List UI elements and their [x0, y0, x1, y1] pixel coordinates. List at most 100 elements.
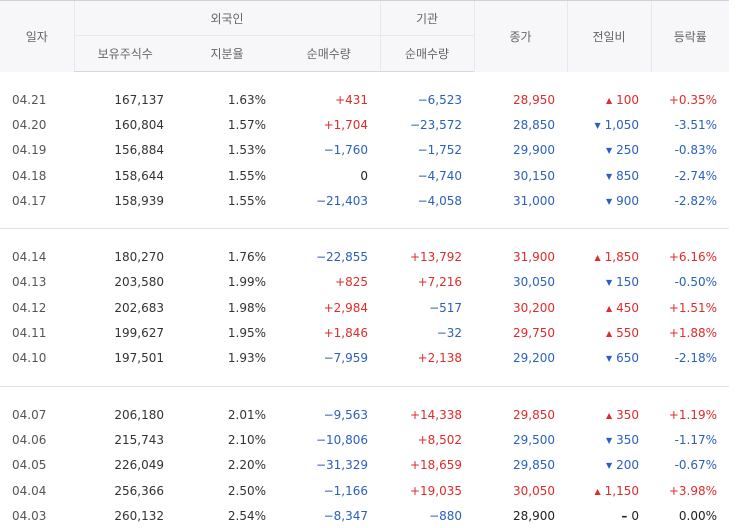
date-cell: 04.10	[0, 346, 74, 371]
holdings-cell: 160,804	[74, 112, 176, 137]
change-cell: 550	[567, 320, 651, 345]
rate-cell: +1.88%	[651, 320, 729, 345]
change-value: 0	[631, 509, 639, 523]
header-foreign-net: 순매수량	[278, 36, 380, 72]
share-cell: 1.55%	[176, 163, 278, 188]
change-cell: 900	[567, 188, 651, 213]
close-cell: 30,050	[474, 270, 567, 295]
date-cell: 04.03	[0, 503, 74, 528]
triangle-down-icon	[606, 458, 616, 472]
foreign-net-cell: −10,806	[278, 427, 380, 452]
triangle-down-icon	[606, 275, 616, 289]
triangle-down-icon	[606, 143, 616, 157]
rate-cell: -0.50%	[651, 270, 729, 295]
header-close: 종가	[474, 1, 567, 72]
share-cell: 1.57%	[176, 112, 278, 137]
header-date: 일자	[0, 1, 74, 72]
rate-cell: -0.83%	[651, 138, 729, 163]
group-spacer	[0, 386, 729, 402]
holdings-cell: 158,644	[74, 163, 176, 188]
date-cell: 04.04	[0, 478, 74, 503]
share-cell: 2.10%	[176, 427, 278, 452]
triangle-down-icon	[595, 118, 605, 132]
close-cell: 29,750	[474, 320, 567, 345]
change-cell: 650	[567, 346, 651, 371]
table-row: 04.21167,1371.63%+431−6,52328,950100+0.3…	[0, 87, 729, 112]
table-row: 04.12202,6831.98%+2,984−51730,200450+1.5…	[0, 295, 729, 320]
triangle-down-icon	[606, 433, 616, 447]
foreign-net-cell: +431	[278, 87, 380, 112]
inst-net-cell: +7,216	[380, 270, 474, 295]
change-value: 850	[616, 169, 639, 183]
change-cell: 100	[567, 87, 651, 112]
triangle-up-icon	[606, 326, 616, 340]
inst-net-cell: +19,035	[380, 478, 474, 503]
rate-cell: +1.19%	[651, 402, 729, 427]
close-cell: 29,850	[474, 402, 567, 427]
header-institution: 기관	[380, 1, 474, 36]
close-cell: 29,850	[474, 453, 567, 478]
inst-net-cell: +18,659	[380, 453, 474, 478]
header-foreign: 외국인	[74, 1, 380, 36]
header-holdings: 보유주식수	[74, 36, 176, 72]
holdings-cell: 197,501	[74, 346, 176, 371]
holdings-cell: 167,137	[74, 87, 176, 112]
close-cell: 28,950	[474, 87, 567, 112]
table-row: 04.10197,5011.93%−7,959+2,13829,200650-2…	[0, 346, 729, 371]
date-cell: 04.20	[0, 112, 74, 137]
foreign-net-cell: 0	[278, 163, 380, 188]
inst-net-cell: +14,338	[380, 402, 474, 427]
change-cell: 250	[567, 138, 651, 163]
foreign-net-cell: +2,984	[278, 295, 380, 320]
inst-net-cell: −517	[380, 295, 474, 320]
foreign-net-cell: −8,347	[278, 503, 380, 528]
date-cell: 04.07	[0, 402, 74, 427]
rate-cell: -2.82%	[651, 188, 729, 213]
share-cell: 1.63%	[176, 87, 278, 112]
change-value: 550	[616, 326, 639, 340]
share-cell: 1.98%	[176, 295, 278, 320]
group-spacer	[0, 213, 729, 229]
share-cell: 1.95%	[176, 320, 278, 345]
rate-cell: -1.17%	[651, 427, 729, 452]
change-value: 650	[616, 351, 639, 365]
table-row: 04.05226,0492.20%−31,329+18,65929,850200…	[0, 453, 729, 478]
change-value: 1,150	[605, 484, 639, 498]
change-value: 150	[616, 275, 639, 289]
close-cell: 30,200	[474, 295, 567, 320]
foreign-net-cell: −31,329	[278, 453, 380, 478]
table-row: 04.13203,5801.99%+825+7,21630,050150-0.5…	[0, 270, 729, 295]
share-cell: 2.50%	[176, 478, 278, 503]
share-cell: 2.20%	[176, 453, 278, 478]
rate-cell: -2.18%	[651, 346, 729, 371]
rate-cell: -2.74%	[651, 163, 729, 188]
table-row: 04.11199,6271.95%+1,846−3229,750550+1.88…	[0, 320, 729, 345]
change-cell: 450	[567, 295, 651, 320]
foreign-net-cell: −21,403	[278, 188, 380, 213]
group-spacer	[0, 72, 729, 88]
close-cell: 31,000	[474, 188, 567, 213]
date-cell: 04.17	[0, 188, 74, 213]
share-cell: 1.99%	[176, 270, 278, 295]
share-cell: 1.55%	[176, 188, 278, 213]
holdings-cell: 226,049	[74, 453, 176, 478]
header-share: 지분율	[176, 36, 278, 72]
change-value: 100	[616, 93, 639, 107]
date-cell: 04.06	[0, 427, 74, 452]
inst-net-cell: −880	[380, 503, 474, 528]
holdings-cell: 256,366	[74, 478, 176, 503]
foreign-net-cell: +825	[278, 270, 380, 295]
change-value: 350	[616, 408, 639, 422]
inst-net-cell: +2,138	[380, 346, 474, 371]
group-spacer	[0, 229, 729, 245]
rate-cell: -3.51%	[651, 112, 729, 137]
change-cell: 1,050	[567, 112, 651, 137]
triangle-up-icon	[606, 301, 616, 315]
triangle-up-icon	[606, 408, 616, 422]
foreign-net-cell: −7,959	[278, 346, 380, 371]
change-value: 900	[616, 194, 639, 208]
table-row: 04.07206,1802.01%−9,563+14,33829,850350+…	[0, 402, 729, 427]
header-rate: 등락률	[651, 1, 729, 72]
change-cell: 200	[567, 453, 651, 478]
close-cell: 28,850	[474, 112, 567, 137]
